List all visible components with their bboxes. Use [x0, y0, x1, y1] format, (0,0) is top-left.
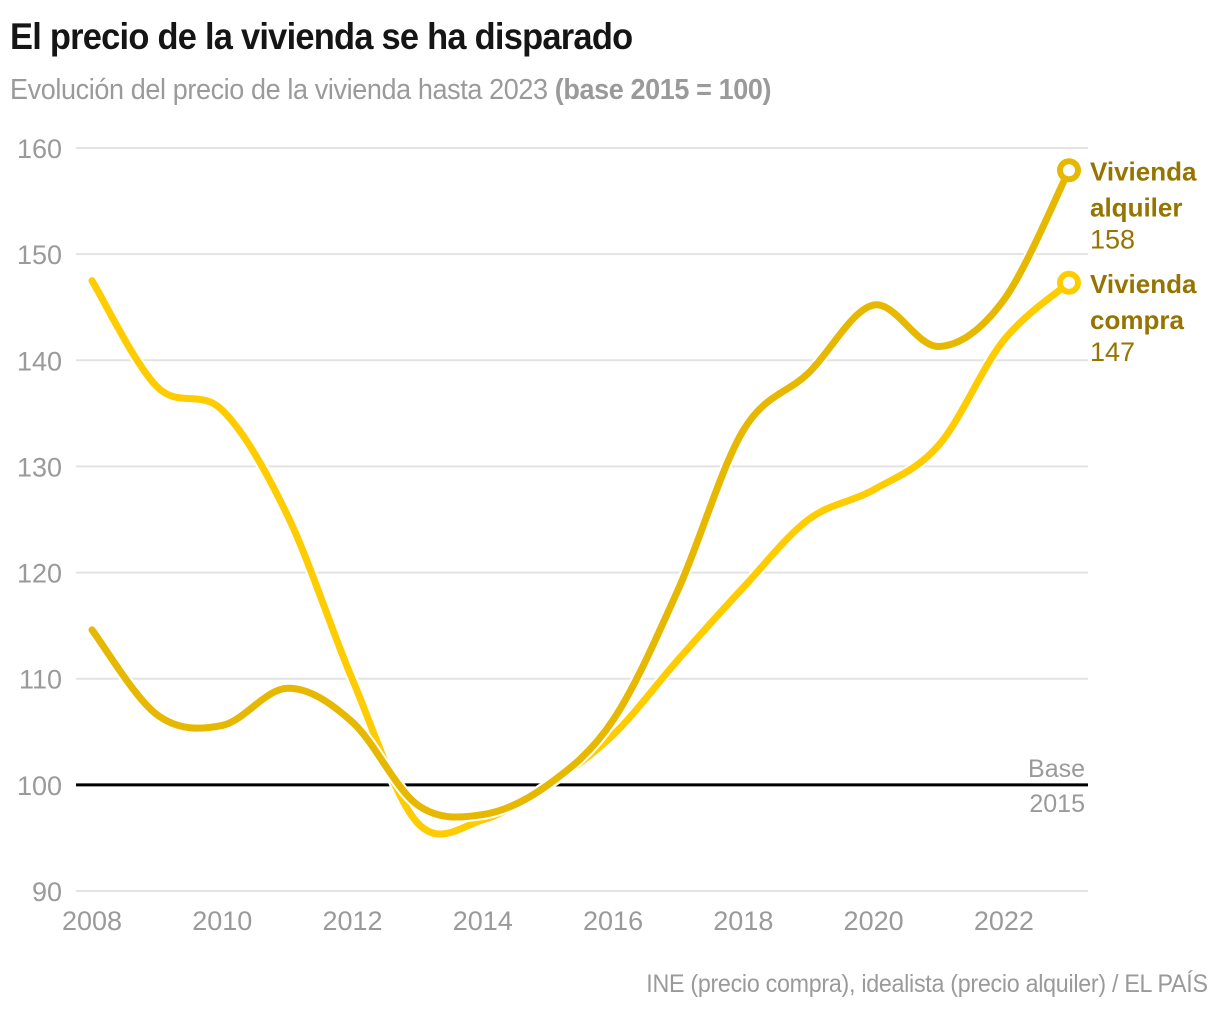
x-tick-label: 2020: [844, 906, 904, 936]
subtitle-base-note: (base 2015 = 100): [554, 74, 772, 106]
end-marker-vivienda-compra: [1057, 270, 1081, 295]
y-axis-ticks: 160 150 140 130 120 110 100 90: [17, 134, 62, 907]
x-tick-label: 2022: [974, 906, 1034, 936]
x-tick-label: 2010: [192, 906, 252, 936]
end-marker-vivienda-alquiler: [1057, 158, 1081, 183]
x-tick-label: 2014: [453, 906, 513, 936]
baseline-2015: Base 2015: [76, 755, 1088, 818]
series-label-vivienda-alquiler-line1: Vivienda: [1090, 156, 1197, 186]
y-tick-label: 150: [17, 240, 62, 270]
y-tick-label: 120: [17, 559, 62, 589]
series-end-value-vivienda-compra: 147: [1090, 337, 1135, 367]
series-line-vivienda-alquiler: [88, 166, 1073, 821]
x-tick-label: 2018: [713, 906, 773, 936]
series-end-value-vivienda-alquiler: 158: [1090, 224, 1135, 254]
series-label-vivienda-compra-line2: compra: [1090, 305, 1184, 335]
x-axis-ticks: 2008 2010 2012 2014 2016 2018 2020 2022: [62, 906, 1034, 936]
baseline-label-base: Base: [1028, 755, 1085, 783]
series-label-vivienda-compra-line1: Vivienda: [1090, 269, 1197, 299]
x-tick-label: 2012: [322, 906, 382, 936]
y-tick-label: 110: [19, 665, 62, 695]
source-note: INE (precio compra), idealista (precio a…: [646, 970, 1209, 998]
subtitle-text: Evolución del precio de la vivienda hast…: [10, 74, 555, 106]
series-line-vivienda-compra: [88, 277, 1073, 838]
chart-subtitle: Evolución del precio de la vivienda hast…: [10, 74, 771, 107]
baseline-label-year: 2015: [1029, 790, 1085, 818]
y-tick-label: 160: [17, 134, 62, 164]
series-label-vivienda-alquiler-line2: alquiler: [1090, 192, 1182, 222]
series-halo-vivienda-compra: [86, 275, 1075, 840]
x-tick-label: 2008: [62, 906, 122, 936]
y-tick-label: 140: [17, 346, 62, 376]
chart-title: El precio de la vivienda se ha disparado: [10, 16, 633, 57]
y-tick-label: 90: [32, 877, 62, 907]
x-tick-label: 2016: [583, 906, 643, 936]
y-tick-label: 130: [17, 452, 62, 482]
grid-lines: [76, 147, 1088, 892]
y-tick-label: 100: [17, 771, 62, 801]
series-lines: [86, 158, 1081, 840]
